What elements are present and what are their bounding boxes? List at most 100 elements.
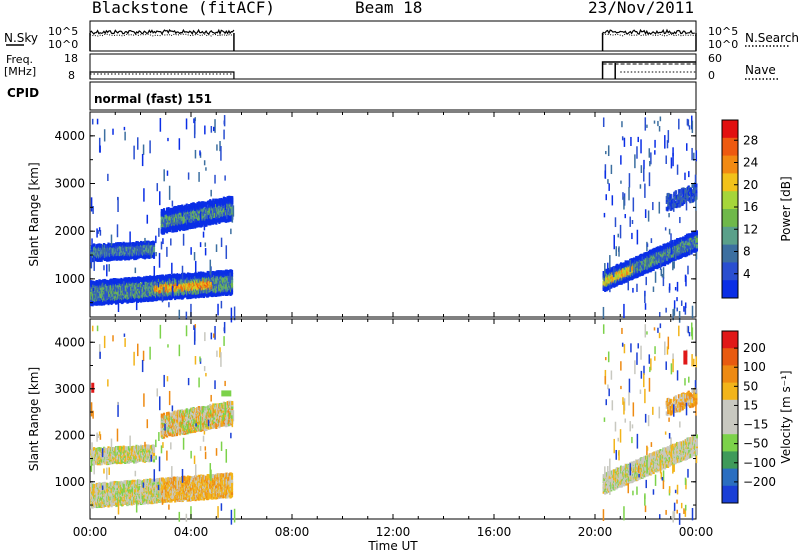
power-cell <box>162 208 166 213</box>
power-cell <box>670 233 672 245</box>
power-cell <box>670 196 673 201</box>
power-cell <box>210 189 212 197</box>
power-cell <box>202 231 205 238</box>
power-cell <box>194 260 197 274</box>
power-cell <box>651 261 654 266</box>
power-cell <box>230 288 234 293</box>
power-cell <box>623 196 625 210</box>
power-cell <box>101 244 104 254</box>
power-cell <box>204 248 207 256</box>
power-cell <box>174 210 177 215</box>
power-cell <box>650 152 652 165</box>
power-cell <box>644 183 646 198</box>
power-cell <box>668 203 671 208</box>
power-cell <box>694 174 697 189</box>
power-cell <box>665 199 668 204</box>
power-cell <box>142 144 145 155</box>
power-cell <box>658 312 661 317</box>
power-cell <box>686 143 688 151</box>
power-cell <box>677 199 680 204</box>
power-cell <box>143 188 145 202</box>
power-cell <box>167 207 170 212</box>
power-cell <box>161 295 164 303</box>
power-cell <box>163 286 165 297</box>
power-cell <box>193 118 195 124</box>
power-cell <box>103 265 105 271</box>
power-cell <box>185 203 188 208</box>
power-cell <box>688 245 691 250</box>
power-cell <box>124 131 126 141</box>
power-cell <box>654 271 657 283</box>
power-cell <box>178 309 181 320</box>
power-cell <box>673 307 676 316</box>
power-cell <box>670 194 673 199</box>
power-cell <box>664 135 666 149</box>
power-cell <box>231 209 234 214</box>
power-cell <box>212 220 215 225</box>
power-cell <box>210 125 213 133</box>
power-cell <box>194 149 197 159</box>
power-cell <box>687 119 690 127</box>
power-cell <box>662 277 665 287</box>
power-cell <box>621 136 624 141</box>
noise-sky-trace <box>602 28 695 35</box>
power-cell <box>668 283 671 291</box>
power-cell <box>602 117 605 127</box>
power-cell <box>168 185 171 200</box>
power-cell <box>205 205 208 210</box>
power-cell <box>212 281 215 286</box>
power-cell <box>214 174 216 184</box>
power-cell <box>695 189 698 194</box>
power-cell <box>171 285 174 297</box>
power-cell <box>107 173 109 182</box>
power-cell <box>96 118 99 125</box>
power-cell <box>169 207 172 212</box>
power-cell <box>133 276 137 281</box>
power-cell <box>221 282 225 287</box>
power-cell <box>92 206 94 214</box>
power-cell <box>647 210 650 222</box>
power-cell <box>667 205 670 210</box>
power-cell <box>197 271 200 276</box>
power-cell <box>232 205 235 217</box>
cpid-panel-frame <box>89 81 697 111</box>
power-cell <box>117 298 120 313</box>
power-cell <box>101 282 104 288</box>
power-cell <box>689 250 692 255</box>
power-cell <box>231 206 234 211</box>
power-cell <box>618 246 620 257</box>
power-cell <box>152 241 156 246</box>
power-cell <box>181 265 184 280</box>
power-cell <box>636 283 638 292</box>
power-cell <box>641 271 645 276</box>
power-cell <box>689 187 693 192</box>
power-cell <box>695 195 697 211</box>
power-cell <box>648 148 651 158</box>
power-cell <box>123 281 125 290</box>
power-cell <box>160 241 163 250</box>
power-cell <box>684 172 686 180</box>
power-cell <box>166 214 169 219</box>
power-cell <box>689 199 692 204</box>
power-cell <box>680 187 684 192</box>
power-cell <box>157 275 160 280</box>
power-cell <box>142 279 145 285</box>
power-cell <box>636 229 639 245</box>
power-cell <box>102 245 106 250</box>
noise-search-trace <box>602 33 696 37</box>
power-cell <box>613 272 617 277</box>
power-cell <box>672 309 674 321</box>
power-cell <box>224 291 228 296</box>
power-cell <box>223 129 225 140</box>
power-cell <box>224 197 227 211</box>
power-cell <box>607 179 609 184</box>
nsky-tick-low: 10^0 <box>48 38 79 51</box>
power-cell <box>169 224 172 229</box>
power-cell <box>222 204 225 209</box>
power-cell <box>162 217 166 222</box>
power-cell <box>187 172 190 180</box>
power-cell <box>231 214 234 223</box>
power-cell <box>215 218 218 223</box>
power-cell <box>181 284 184 289</box>
power-cell <box>654 139 656 148</box>
